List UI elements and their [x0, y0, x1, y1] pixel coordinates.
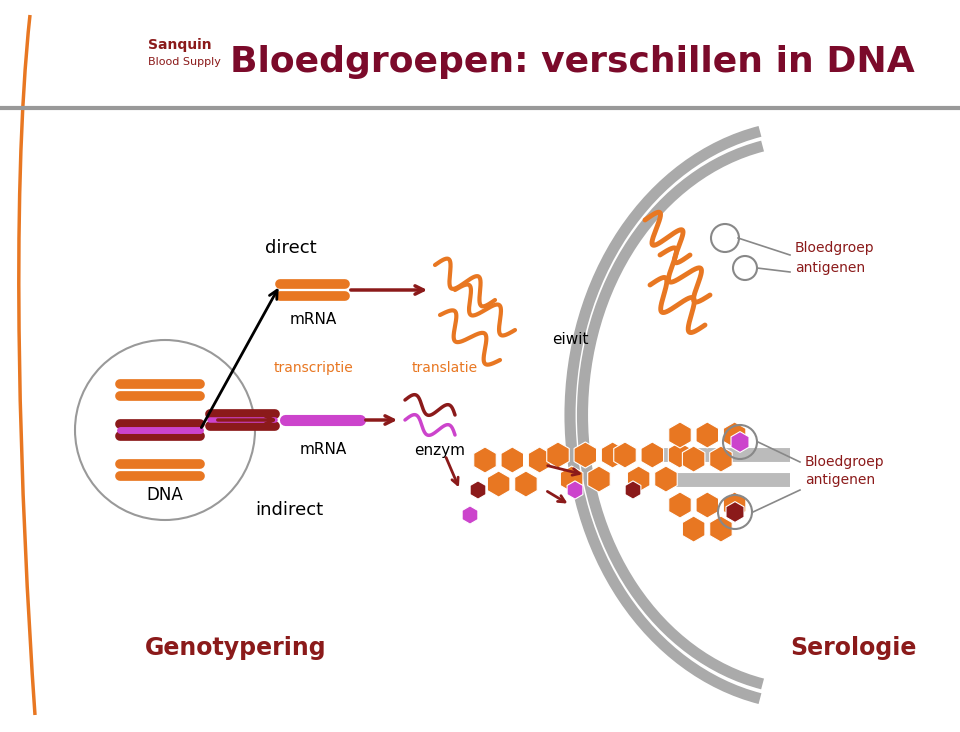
Polygon shape: [528, 447, 551, 473]
Polygon shape: [641, 442, 663, 468]
Polygon shape: [683, 446, 705, 472]
Text: DNA: DNA: [147, 486, 183, 504]
Polygon shape: [547, 442, 569, 468]
Polygon shape: [470, 481, 486, 499]
Polygon shape: [561, 466, 583, 492]
Polygon shape: [628, 466, 650, 492]
Text: direct: direct: [265, 239, 317, 257]
Text: Bloedgroep: Bloedgroep: [805, 455, 884, 469]
Polygon shape: [683, 516, 705, 542]
Polygon shape: [669, 492, 691, 518]
Polygon shape: [588, 466, 611, 492]
Polygon shape: [462, 506, 478, 524]
Text: mRNA: mRNA: [289, 313, 337, 327]
Polygon shape: [723, 492, 746, 518]
Polygon shape: [669, 422, 691, 448]
Text: enzym: enzym: [415, 443, 466, 458]
Polygon shape: [501, 447, 523, 473]
Text: mRNA: mRNA: [300, 443, 347, 458]
Polygon shape: [613, 442, 636, 468]
Polygon shape: [655, 466, 677, 492]
Polygon shape: [709, 516, 732, 542]
Text: indirect: indirect: [255, 501, 324, 519]
Text: Bloedgroep: Bloedgroep: [795, 241, 875, 255]
Polygon shape: [696, 422, 718, 448]
Text: translatie: translatie: [412, 361, 478, 375]
Polygon shape: [601, 442, 624, 468]
Polygon shape: [723, 422, 746, 448]
Polygon shape: [567, 481, 583, 499]
Text: antigenen: antigenen: [795, 261, 865, 275]
Text: Serologie: Serologie: [790, 636, 917, 660]
Text: eiwit: eiwit: [552, 332, 588, 348]
Polygon shape: [709, 446, 732, 472]
Text: Genotypering: Genotypering: [145, 636, 326, 660]
Polygon shape: [574, 442, 596, 468]
Polygon shape: [488, 471, 510, 497]
Polygon shape: [726, 501, 744, 523]
Polygon shape: [625, 481, 641, 499]
Text: Blood Supply: Blood Supply: [148, 57, 221, 67]
Polygon shape: [473, 447, 496, 473]
Polygon shape: [696, 492, 718, 518]
Text: transcriptie: transcriptie: [274, 361, 353, 375]
Text: Bloedgroepen: verschillen in DNA: Bloedgroepen: verschillen in DNA: [230, 45, 915, 79]
Polygon shape: [515, 471, 538, 497]
Polygon shape: [731, 432, 749, 452]
Text: Sanquin: Sanquin: [148, 38, 211, 52]
Text: antigenen: antigenen: [805, 473, 876, 487]
Polygon shape: [668, 442, 691, 468]
